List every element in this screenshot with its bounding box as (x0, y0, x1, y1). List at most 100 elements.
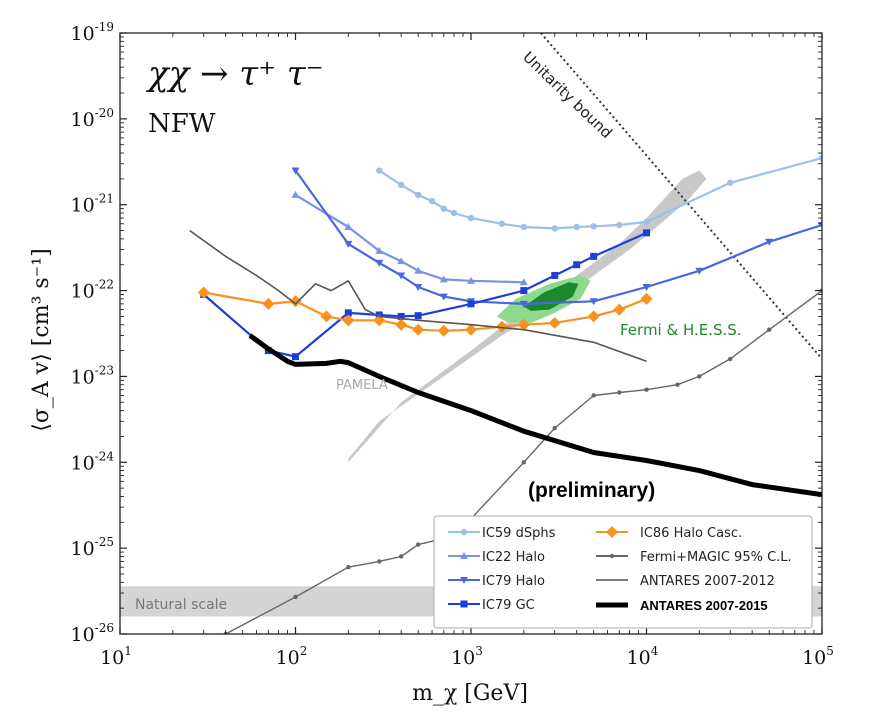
data-point-fermi-magic-95-c-l (644, 387, 649, 392)
preliminary-label: (preliminary) (528, 479, 655, 502)
x-tick-label: 101 (100, 644, 132, 669)
data-point-ic22-halo (344, 223, 353, 231)
legend-label-antares-2007-2012: ANTARES 2007-2012 (640, 574, 775, 589)
data-point-ic86-halo-casc (395, 318, 408, 331)
data-point-fermi-magic-95-c-l (697, 374, 702, 379)
legend-marker-ic22-halo (448, 552, 480, 559)
legend-label-ic59-dsphs: IC59 dSphs (482, 526, 556, 541)
legend-box (433, 515, 813, 629)
y-tick-label: 10-21 (70, 192, 114, 217)
legend-entry-ic22-halo: IC22 Halo (448, 550, 545, 565)
data-point-ic86-halo-casc (289, 295, 302, 308)
data-point-ic79-gc (414, 312, 422, 320)
data-point-ic59-dsphs (428, 197, 436, 205)
legend-marker-symbol-ic22-halo (460, 552, 468, 559)
y-tick-label: 10-26 (70, 621, 114, 646)
data-point-ic86-halo-casc (587, 310, 600, 323)
data-point-ic79-halo (589, 298, 598, 306)
data-point-ic59-dsphs (818, 154, 822, 162)
data-point-fermi-magic-95-c-l (591, 393, 596, 398)
series-ic59-dsphs (376, 154, 822, 232)
data-point-ic79-gc (590, 252, 598, 260)
series-ic22-halo (291, 190, 528, 286)
legend-marker-symbol-ic79-gc (460, 600, 468, 608)
legend-entry-fermi-magic: Fermi+MAGIC 95% C.L. (596, 550, 792, 565)
y-tick-label: 10-22 (70, 278, 114, 303)
data-point-fermi-magic-95-c-l (617, 390, 622, 395)
chart-subtitle: NFW (148, 109, 216, 139)
data-point-ic79-halo (344, 240, 353, 248)
data-point-ic22-halo (467, 276, 475, 284)
data-point-ic59-dsphs (727, 179, 734, 186)
legend-marker-symbol-fermi-magic-95-c-l (609, 553, 615, 559)
data-point-ic22-halo (414, 266, 423, 274)
x-tick-label: 104 (627, 644, 659, 669)
data-point-fermi-magic-95-c-l (346, 564, 351, 570)
legend-marker-fermi-magic (596, 553, 628, 559)
data-point-ic86-halo-casc (465, 323, 477, 336)
data-point-fermi-magic-95-c-l (675, 382, 680, 387)
data-point-ic59-dsphs (616, 221, 623, 229)
data-point-ic59-dsphs (467, 214, 475, 222)
data-point-ic59-dsphs (643, 218, 650, 226)
legend-marker-ic59-dsphs (448, 528, 480, 536)
data-point-ic79-halo (414, 284, 423, 292)
natural-scale-label: Natural scale (135, 597, 227, 613)
data-point-ic86-halo-casc (412, 323, 425, 336)
data-point-fermi-magic-95-c-l (521, 460, 527, 465)
data-point-ic86-halo-casc (262, 297, 275, 310)
data-point-ic86-halo-casc (437, 324, 450, 337)
data-point-fermi-magic-95-c-l (552, 425, 557, 431)
data-point-ic79-halo (695, 267, 704, 275)
data-point-ic79-gc (292, 353, 299, 361)
legend-marker-symbol-ic59-dsphs (460, 528, 468, 536)
data-point-ic22-halo (397, 257, 406, 265)
legend-label-ic22-halo: IC22 Halo (482, 550, 545, 565)
data-point-ic79-halo (519, 300, 528, 308)
legend-entry-ic79-gc: IC79 GC (448, 598, 535, 613)
data-point-ic86-halo-casc (640, 292, 653, 305)
series-line-ic59-dsphs (378, 156, 822, 230)
y-tick-label: 10-20 (70, 106, 114, 131)
data-point-ic59-dsphs (520, 223, 528, 231)
series-line-ic22-halo (294, 193, 524, 284)
data-point-ic86-halo-casc (613, 303, 626, 316)
data-point-ic79-halo (765, 238, 774, 246)
y-tick-label: 10-25 (70, 535, 114, 560)
data-point-ic22-halo (439, 275, 448, 283)
data-point-ic79-halo (642, 284, 651, 292)
series-antares-2007-2012 (189, 229, 647, 363)
data-point-ic59-dsphs (414, 191, 422, 199)
data-point-ic86-halo-casc (342, 314, 355, 327)
data-point-fermi-magic-95-c-l (377, 559, 382, 564)
data-point-ic79-gc (551, 271, 559, 279)
x-tick-label: 102 (276, 644, 308, 669)
data-point-fermi-magic-95-c-l (728, 356, 733, 362)
series-line-fermi-magic-95-c-l (225, 290, 822, 634)
x-axis-label: m_χ [GeV] (412, 681, 528, 706)
unitarity-bound-label: Unitarity bound (519, 48, 616, 142)
data-point-ic86-halo-casc (517, 318, 530, 331)
data-point-ic86-halo-casc (320, 310, 333, 323)
legend-marker-symbol-ic79-halo (460, 577, 468, 584)
unitarity-bound-line (540, 33, 822, 360)
y-tick-label: 10-24 (70, 449, 114, 474)
data-point-ic79-gc (643, 229, 650, 237)
data-point-fermi-magic-95-c-l (398, 554, 404, 559)
legend-marker-symbol-ic86-halo-casc (606, 526, 618, 538)
data-point-ic79-gc (467, 300, 475, 308)
data-point-ic79-gc (344, 309, 352, 317)
data-point-ic22-halo (291, 190, 300, 198)
data-point-ic59-dsphs (551, 225, 558, 232)
x-tick-label: 105 (802, 644, 834, 669)
legend-label-ic79-gc: IC79 GC (482, 598, 535, 613)
y-tick-label: 10-23 (70, 363, 114, 388)
series-layer (189, 154, 822, 634)
data-point-ic59-dsphs (590, 223, 597, 230)
legend-entry-antares-2007-2015: ANTARES 2007-2015 (596, 598, 768, 613)
data-point-ic79-halo (439, 293, 448, 301)
data-point-ic86-halo-casc (548, 316, 561, 329)
legend-marker-ic79-halo (448, 577, 480, 584)
series-antares-2007-2015 (248, 333, 822, 498)
